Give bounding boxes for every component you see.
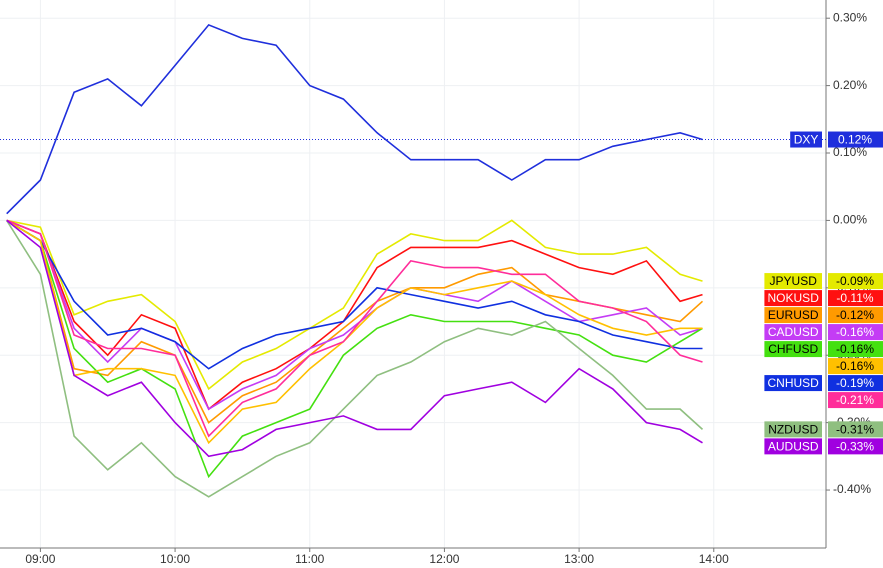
value-label-box bbox=[828, 307, 883, 324]
series-label: NOKUSD bbox=[768, 291, 820, 305]
value-label: -0.21% bbox=[836, 393, 874, 407]
value-label-box bbox=[828, 421, 883, 438]
value-label: -0.16% bbox=[836, 342, 874, 356]
series-label: CADUSD bbox=[768, 325, 819, 339]
series-line bbox=[6, 219, 703, 438]
y-tick-label: 0.20% bbox=[833, 78, 867, 92]
series-line bbox=[6, 219, 703, 411]
series-line bbox=[6, 219, 704, 424]
series-label: DXY bbox=[794, 133, 819, 147]
x-tick-label: 13:00 bbox=[564, 552, 594, 566]
x-tick-label: 12:00 bbox=[429, 552, 459, 566]
value-label-box bbox=[828, 290, 883, 307]
series-label: NZDUSD bbox=[768, 423, 818, 437]
series-label-box bbox=[764, 273, 822, 290]
series-line bbox=[6, 219, 703, 445]
series-label-box bbox=[790, 131, 822, 148]
y-tick-label: 0.00% bbox=[833, 213, 867, 227]
value-label-box bbox=[828, 341, 883, 358]
value-label: -0.11% bbox=[836, 291, 873, 305]
value-label: -0.12% bbox=[836, 308, 874, 322]
series-line bbox=[6, 219, 703, 458]
y-tick-label: -0.40% bbox=[833, 482, 871, 496]
value-label: 0.12% bbox=[838, 133, 872, 147]
value-label-box bbox=[828, 392, 883, 409]
series-label-box bbox=[764, 421, 822, 438]
series-label-box bbox=[764, 324, 822, 341]
value-label-box bbox=[828, 131, 883, 148]
x-tick-label: 09:00 bbox=[25, 552, 55, 566]
x-tick-label: 14:00 bbox=[699, 552, 729, 566]
value-label: -0.33% bbox=[836, 440, 874, 454]
series-line bbox=[6, 219, 704, 498]
x-tick-label: 10:00 bbox=[160, 552, 190, 566]
series-label: CNHUSD bbox=[768, 376, 820, 390]
value-label: -0.16% bbox=[836, 359, 874, 373]
y-tick-label: 0.10% bbox=[833, 145, 867, 159]
series-label: CHFUSD bbox=[768, 342, 818, 356]
value-label: -0.16% bbox=[836, 325, 874, 339]
series-label: AUDUSD bbox=[768, 440, 819, 454]
series-line bbox=[6, 219, 703, 479]
series-label-box bbox=[764, 290, 822, 307]
series-label: EURUSD bbox=[768, 308, 819, 322]
series-line bbox=[6, 219, 703, 391]
series-line bbox=[6, 23, 703, 215]
series-label-box bbox=[764, 341, 822, 358]
y-tick-label: 0.30% bbox=[833, 10, 867, 24]
value-label: -0.09% bbox=[836, 274, 874, 288]
series-line bbox=[6, 219, 703, 370]
series-label-box bbox=[764, 438, 822, 455]
x-tick-label: 11:00 bbox=[295, 552, 324, 566]
value-label-box bbox=[828, 438, 883, 455]
series-label: JPYUSD bbox=[770, 274, 818, 288]
value-label-box bbox=[828, 375, 883, 392]
value-label-box bbox=[828, 324, 883, 341]
value-label-box bbox=[828, 273, 883, 290]
series-label-box bbox=[764, 375, 822, 392]
value-label: -0.31% bbox=[836, 423, 874, 437]
series-label-box bbox=[764, 307, 822, 324]
value-label: -0.19% bbox=[836, 376, 874, 390]
value-label-box bbox=[828, 358, 883, 375]
